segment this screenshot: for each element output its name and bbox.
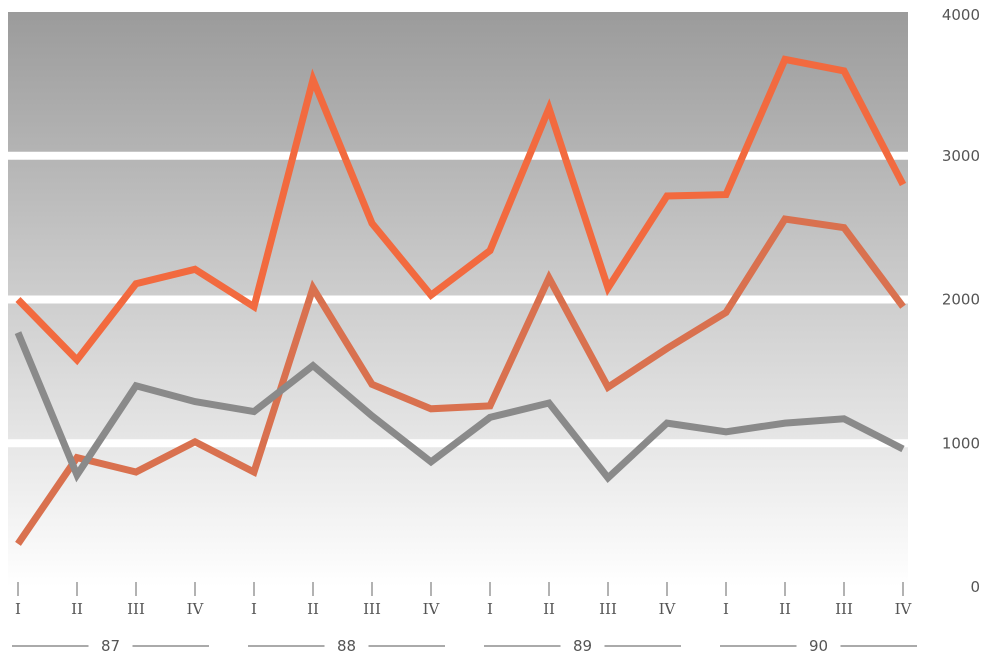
series-line-3 — [14, 331, 905, 483]
x-tick-label-12: I — [723, 600, 729, 618]
year-label-88: 88 — [337, 637, 356, 655]
x-tick-label-1: II — [71, 600, 83, 618]
x-tick-label-7: IV — [423, 600, 441, 618]
gridline-3000 — [8, 151, 908, 160]
series-line-2 — [15, 215, 906, 546]
gridline-2000 — [8, 295, 908, 304]
y-tick-label-3000: 3000 — [942, 147, 980, 165]
x-tick-label-9: II — [543, 600, 555, 618]
x-tick-label-4: I — [251, 600, 257, 618]
y-tick-label-2000: 2000 — [942, 291, 980, 309]
y-tick-label-1000: 1000 — [942, 434, 980, 452]
x-tick-label-14: III — [835, 600, 853, 618]
series-line-1 — [15, 55, 907, 366]
x-tick-label-15: IV — [895, 600, 913, 618]
x-tick-label-2: III — [127, 600, 145, 618]
year-label-87: 87 — [101, 637, 120, 655]
x-tick-label-10: III — [599, 600, 617, 618]
year-label-89: 89 — [573, 637, 592, 655]
x-tick-label-13: II — [779, 600, 791, 618]
x-tick-label-3: IV — [187, 600, 205, 618]
y-tick-label-4000: 4000 — [942, 6, 980, 24]
y-axis: 0 1000 2000 3000 4000 — [942, 6, 980, 596]
x-tick-label-5: II — [307, 600, 319, 618]
x-tick-label-8: I — [487, 600, 493, 618]
y-tick-label-0: 0 — [970, 578, 980, 596]
x-tick-label-6: III — [363, 600, 381, 618]
series-lines — [14, 55, 907, 546]
x-tick-label-0: I — [15, 600, 21, 618]
year-label-90: 90 — [809, 637, 828, 655]
x-tick-label-11: IV — [659, 600, 677, 618]
